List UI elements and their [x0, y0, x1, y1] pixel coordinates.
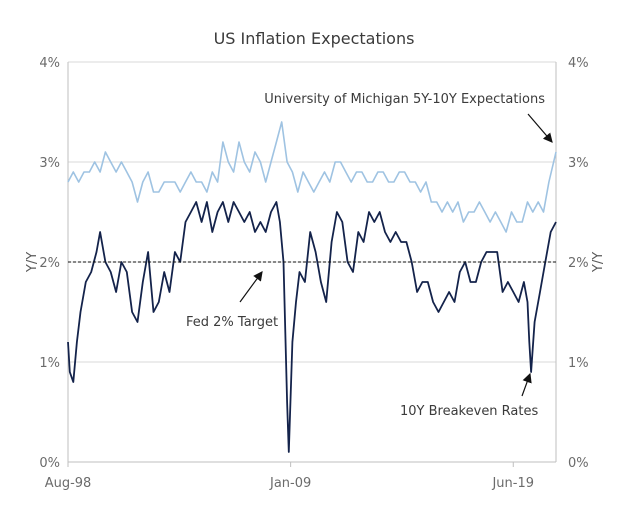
y-tick-label-left: 1% [39, 356, 60, 371]
y-tick-label-right: 1% [568, 356, 589, 371]
annotation-michigan: University of Michigan 5Y-10Y Expectatio… [264, 92, 545, 107]
x-tick-label: Aug-98 [45, 476, 92, 491]
arrow-michigan [527, 113, 553, 143]
arrow-breakeven [521, 372, 532, 397]
y-tick-label-right: 3% [568, 156, 589, 171]
y-tick-label-left: 4% [39, 56, 60, 71]
tick-labels: 0% 0% 1% 1% 2% 2% 3% 3% 4% 4% Aug-98 Jan-09 Jun-19 [39, 56, 588, 491]
y-tick-label-left: 3% [39, 156, 60, 171]
series-line-michigan [67, 121, 557, 233]
y-tick-label-right: 2% [568, 256, 589, 271]
annotation-fed-target: Fed 2% Target [186, 315, 278, 330]
y-tick-label-right: 0% [568, 456, 589, 471]
y-tick-label-right: 4% [568, 56, 589, 71]
x-tick-label: Jan-09 [269, 476, 311, 491]
arrow-fed-target [239, 271, 263, 303]
y-axis-label-right: Y/Y [591, 252, 606, 273]
chart-title: US Inflation Expectations [214, 29, 415, 48]
series-line-breakeven [67, 201, 557, 453]
y-tick-label-left: 0% [39, 456, 60, 471]
annotation-breakeven: 10Y Breakeven Rates [400, 404, 538, 419]
gridlines [68, 61, 556, 363]
y-tick-label-left: 2% [39, 256, 60, 271]
series-lines [67, 121, 557, 453]
x-tick-label: Jun-19 [491, 476, 534, 491]
y-axis-label-left: Y/Y [25, 252, 40, 273]
